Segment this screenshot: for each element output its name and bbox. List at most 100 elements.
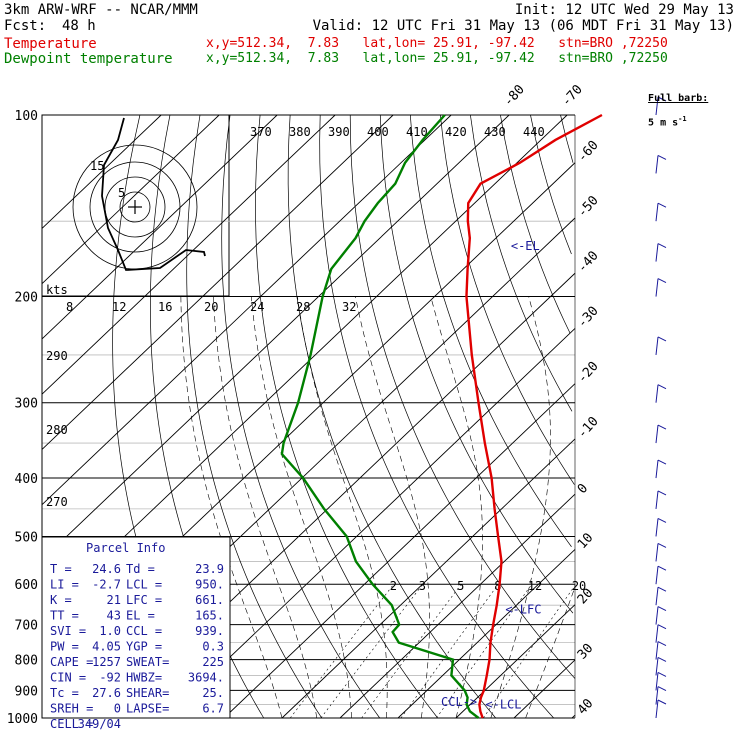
wind-barb — [655, 459, 659, 479]
forecast-hour: 48 h — [62, 18, 96, 34]
wind-barb-flag — [657, 202, 667, 208]
isotherm — [41, 114, 278, 340]
wind-barb-flag — [657, 586, 667, 592]
wind-barb — [655, 686, 659, 705]
wind-barb — [655, 543, 659, 562]
isotherm — [281, 438, 576, 719]
parcel-value: 24.6 — [92, 562, 121, 576]
wind-barb-flag — [657, 96, 667, 102]
wind-barb — [655, 203, 659, 222]
parcel-value: 165. — [195, 609, 224, 623]
wind-barb — [655, 641, 659, 660]
wind-barb — [655, 384, 659, 403]
mixing-ratio-line — [400, 584, 499, 719]
hodograph-ring — [119, 191, 151, 223]
parcel-value: 6.7 — [202, 702, 224, 716]
hodograph: kts 5 15 — [46, 117, 206, 297]
moist-adiabat — [490, 296, 551, 719]
isotherm — [41, 114, 336, 395]
parcel-value: 3694. — [188, 671, 224, 685]
mixing-ratio-line — [289, 584, 394, 719]
dry-adiabat — [530, 114, 572, 255]
hodograph-speed-label: 24 — [250, 300, 264, 314]
moist-adiabat — [430, 296, 483, 719]
parcel-value: 25. — [202, 686, 224, 700]
wind-barb — [655, 336, 659, 356]
theta-label: 400 — [367, 125, 389, 139]
parcel-value: Td = — [126, 562, 155, 576]
wind-barb — [655, 425, 659, 444]
theta-label: 430 — [484, 125, 506, 139]
parcel-value: LAPSE= — [126, 702, 169, 716]
parcel-value: TT = — [50, 609, 79, 623]
hodograph-speed-label: 20 — [204, 300, 218, 314]
parcel-value: SWEAT= — [126, 655, 169, 669]
isotherm — [41, 114, 452, 505]
wind-legend-units: 5 m s — [648, 117, 679, 129]
wind-barb — [655, 699, 659, 719]
dry-adiabat — [186, 114, 323, 719]
wind-barb-flag — [657, 278, 667, 283]
dewpoint-location: x,y=512.34, 7.83 lat,lon= 25.91, -97.42 … — [206, 51, 668, 66]
dry-adiabat — [379, 114, 574, 614]
level-marker-lcl: <-LCL — [485, 698, 521, 712]
hodograph-ring-label: 15 — [90, 159, 104, 173]
wind-barb-flag — [657, 656, 667, 662]
parcel-value: 225 — [202, 655, 224, 669]
wind-barb — [655, 490, 659, 509]
isotherm-label: -70 — [559, 82, 586, 109]
theta-e-label: 270 — [46, 495, 68, 509]
isotherm-label: -10 — [575, 414, 602, 441]
dry-adiabat — [255, 114, 439, 719]
parcel-value: CIN = — [50, 671, 86, 685]
parcel-value: EL = — [126, 609, 155, 623]
dry-adiabat — [221, 114, 381, 719]
mixing-ratio-label: 3 — [419, 579, 426, 593]
hodograph-speed-label: 16 — [158, 300, 172, 314]
mixing-ratio-label: 5 — [457, 579, 464, 593]
theta-label: 440 — [523, 125, 545, 139]
parcel-value: CCL = — [126, 624, 162, 638]
parcel-value: CELL = — [50, 717, 93, 731]
sounding-traces: <-EL <-LFC <-LCL CCL-> — [280, 113, 603, 719]
mixing-ratio-label: 2 — [390, 579, 397, 593]
mixing-ratio-line — [436, 584, 533, 719]
moist-adiabat — [251, 296, 352, 719]
pressure-label: 100 — [15, 109, 38, 124]
mixing-ratio-line — [320, 584, 424, 719]
wind-barb-flag — [657, 671, 667, 677]
isotherm — [571, 714, 576, 719]
forecast-label: Fcst: — [4, 18, 47, 34]
wind-barb — [655, 96, 659, 116]
moist-adiabat — [355, 296, 430, 719]
isotherm — [41, 114, 510, 561]
wind-barb — [655, 606, 659, 625]
init-time: Init: 12 UTC Wed 29 May 13 — [514, 2, 734, 18]
isotherm — [455, 604, 576, 719]
mixing-ratio-lines: 2 3 5 8 12 20 — [289, 579, 586, 719]
mixing-ratio-label: 20 — [572, 579, 586, 593]
parcel-value: 0 — [114, 702, 121, 716]
parcel-title: Parcel Info — [86, 541, 165, 555]
wind-legend-exponent: -1 — [678, 115, 687, 123]
dry-adiabat — [500, 114, 571, 334]
valid-time: Valid: 12 UTC Fri 31 May 13 (06 MDT Fri … — [312, 18, 734, 34]
parcel-value: 21 — [107, 593, 121, 607]
hodograph-trace — [101, 117, 206, 271]
mixing-ratio-label: 12 — [528, 579, 542, 593]
isotherm-label: -40 — [575, 248, 602, 275]
hodograph-speed-label: 8 — [66, 300, 73, 314]
hodograph-speed-label: 12 — [112, 300, 126, 314]
parcel-value: -2.7 — [92, 578, 121, 592]
parcel-value: SREH = — [50, 702, 93, 716]
pressure-label: 600 — [15, 578, 38, 593]
parcel-value: 1.0 — [99, 624, 121, 638]
wind-barb-flag — [657, 336, 667, 342]
moist-adiabat — [213, 296, 318, 719]
parcel-panel-frame — [41, 536, 231, 719]
isotherm-label: 30 — [575, 641, 597, 663]
isotherm-label: -50 — [575, 193, 602, 220]
wind-barb-flag — [657, 243, 667, 248]
theta-label: 380 — [289, 125, 311, 139]
level-marker-el: <-EL — [511, 239, 540, 253]
